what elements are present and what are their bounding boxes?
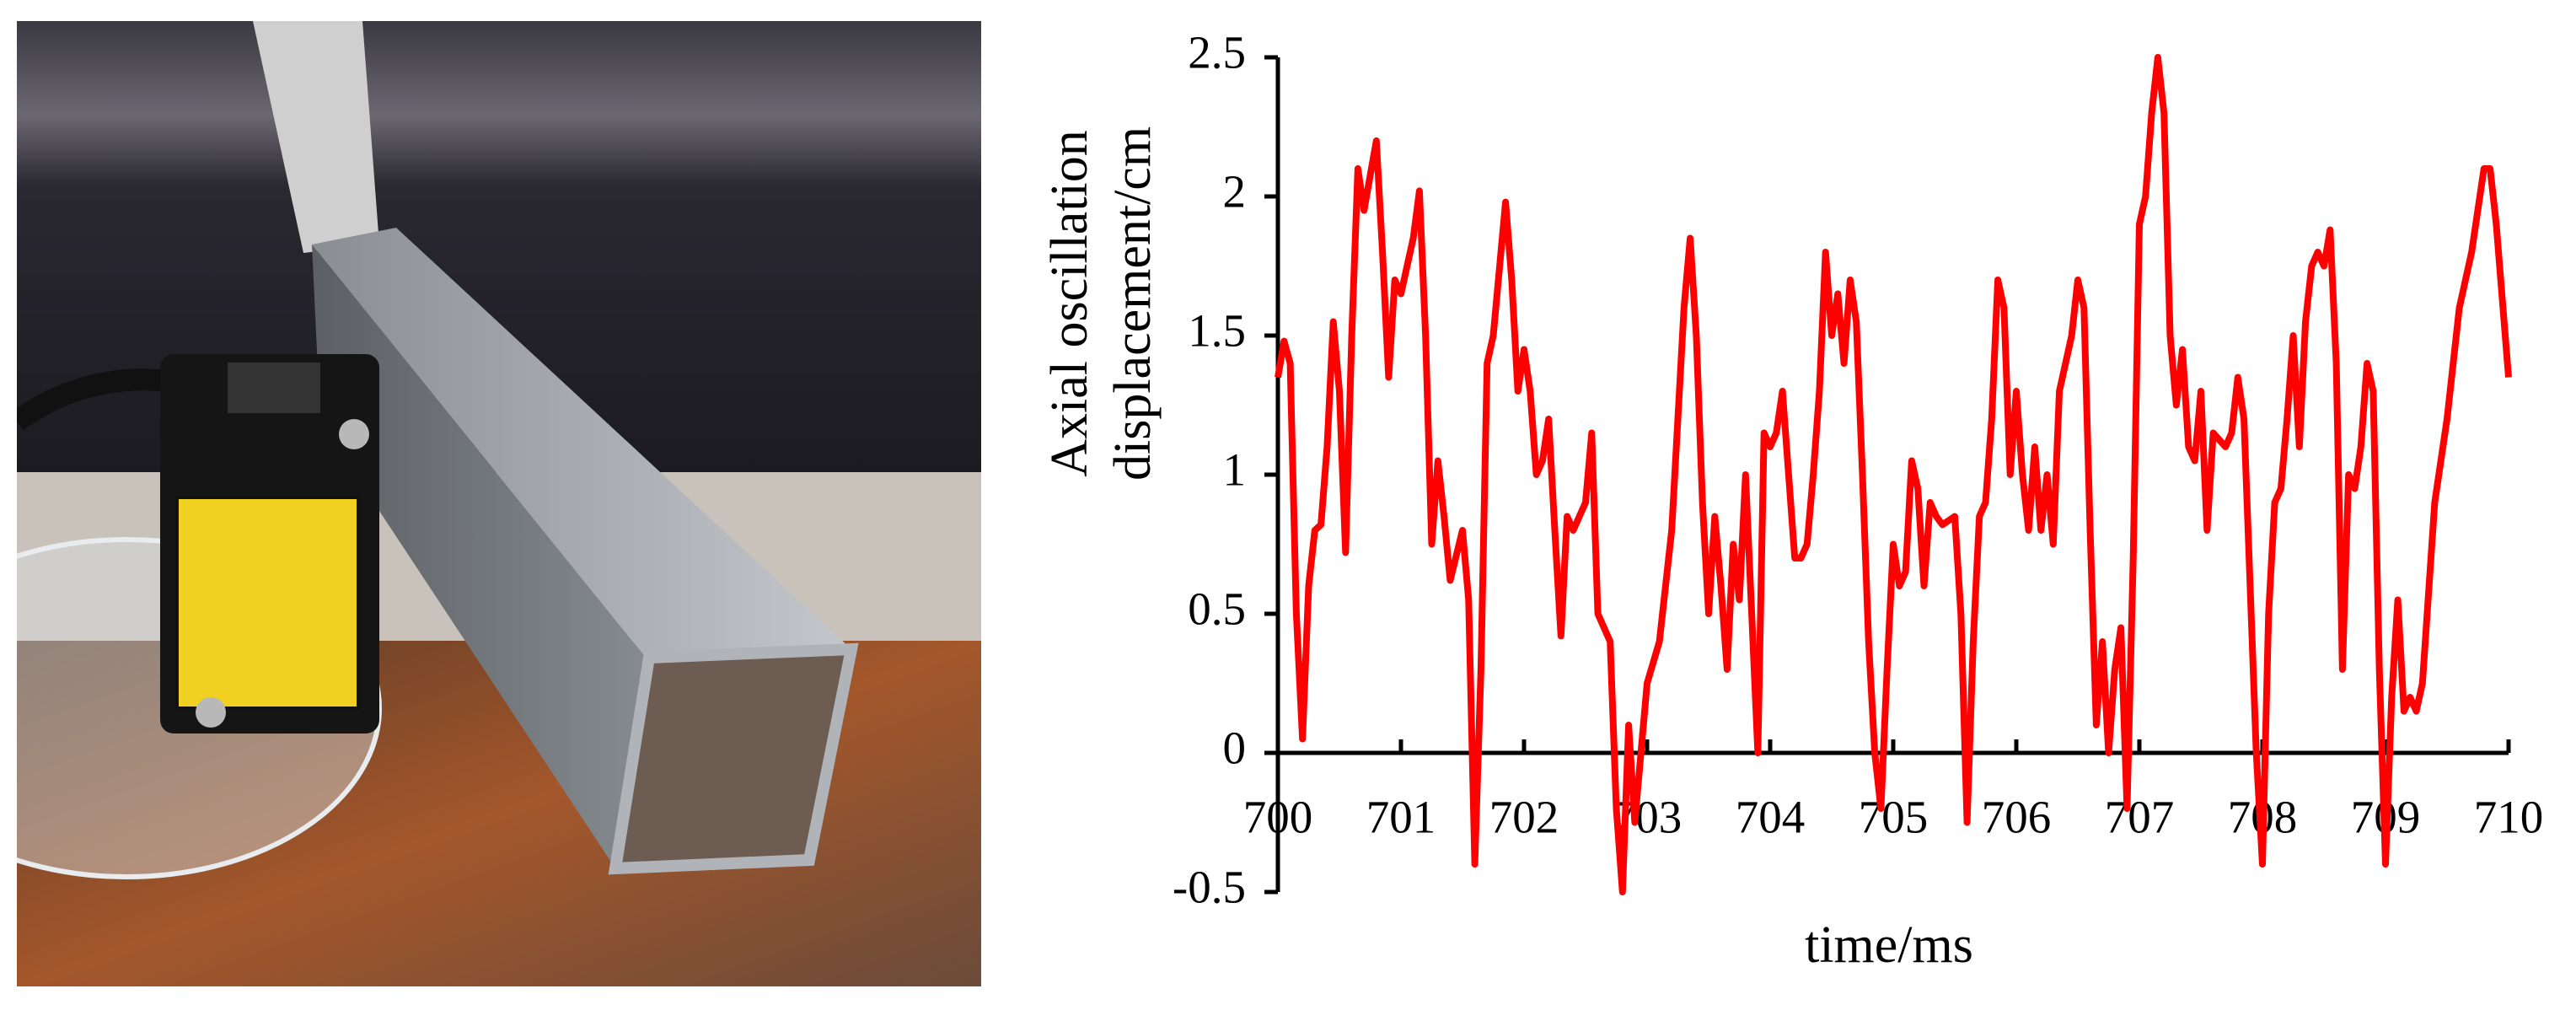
y-axis-label: Axial oscillation xyxy=(1041,130,1098,477)
x-tick-label: 707 xyxy=(2105,792,2175,843)
x-tick-label: 706 xyxy=(1982,792,2052,843)
photo xyxy=(17,21,981,986)
y-tick-label: 0.5 xyxy=(1188,583,1246,635)
x-axis-label: time/ms xyxy=(1805,916,1973,974)
x-tick-label: 710 xyxy=(2474,792,2544,843)
x-tick-label: 702 xyxy=(1489,792,1559,843)
x-tick-label: 700 xyxy=(1243,792,1313,843)
y-axis-label: displacement/cm xyxy=(1104,126,1162,481)
y-tick-label: 1 xyxy=(1223,444,1247,496)
x-tick-label: 704 xyxy=(1736,792,1806,843)
x-tick-label: 701 xyxy=(1366,792,1436,843)
y-tick-label: -0.5 xyxy=(1173,862,1246,913)
y-tick-label: 2 xyxy=(1223,166,1247,218)
y-tick-label: 1.5 xyxy=(1188,305,1246,357)
x-tick-label: 705 xyxy=(1859,792,1929,843)
data-line xyxy=(1275,54,2512,895)
y-tick-label: 2.5 xyxy=(1188,27,1246,78)
y-tick-label: 0 xyxy=(1223,723,1247,774)
